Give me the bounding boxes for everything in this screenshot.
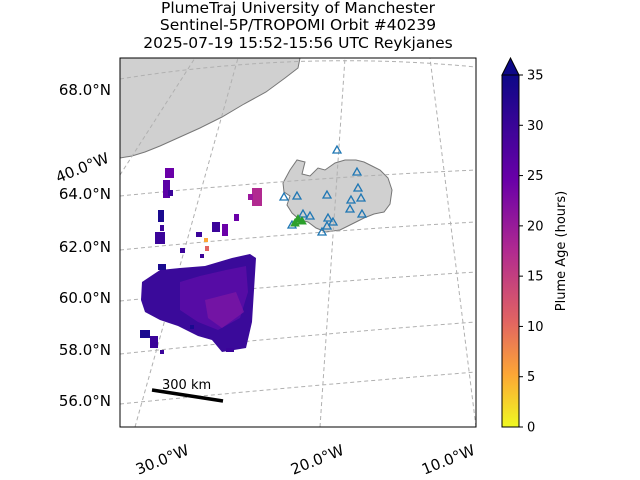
colorbar-tick-label: 35 (527, 69, 544, 84)
volcano-marker (297, 215, 307, 225)
lon-label-40w: 40.0°W (53, 149, 112, 187)
station-marker (321, 220, 333, 230)
scale-bar-label: 300 km (162, 378, 211, 393)
lat-label-68: 68.0°N (59, 81, 111, 99)
station-marker (356, 208, 368, 218)
title-line-1: PlumeTraj University of Manchester (160, 0, 436, 17)
title-line-2: Sentinel-5P/TROPOMI Orbit #40239 (159, 16, 437, 34)
station-marker (327, 216, 339, 226)
map-border (119, 57, 477, 428)
lat-label-62: 62.0°N (59, 238, 111, 256)
station-marker (351, 166, 363, 176)
station-marker (331, 144, 343, 154)
lat-label-64: 64.0°N (59, 185, 111, 203)
station-marker (304, 210, 316, 220)
lon-label-20w: 20.0°W (288, 441, 347, 479)
colorbar-tick-label: 5 (527, 370, 535, 385)
station-marker (291, 190, 303, 200)
monitoring-stations (278, 144, 368, 236)
colorbar-tick-label: 15 (527, 270, 544, 285)
colorbar-tick-label: 0 (527, 421, 535, 436)
station-marker (345, 194, 357, 204)
colorbar: 0 5 10 15 20 25 30 35 Plume Age (hours) (501, 56, 569, 436)
latitude-labels: 68.0°N 64.0°N 62.0°N 60.0°N 58.0°N 56.0°… (59, 81, 111, 410)
gridlines (120, 58, 476, 427)
station-marker (352, 182, 364, 192)
colorbar-tick-label: 20 (527, 219, 544, 234)
station-marker (316, 226, 328, 236)
lat-label-56: 56.0°N (59, 392, 111, 410)
station-marker (344, 203, 356, 213)
colorbar-tick-label: 30 (527, 119, 544, 134)
lon-label-10w: 10.0°W (419, 441, 478, 479)
map-panel (120, 58, 476, 427)
colorbar-gradient (501, 74, 520, 428)
volcano-markers (290, 213, 307, 227)
colorbar-ticks: 0 5 10 15 20 25 30 35 (519, 69, 544, 436)
station-marker (355, 192, 367, 202)
colorbar-tick-label: 10 (527, 320, 544, 335)
lat-label-58: 58.0°N (59, 341, 111, 359)
scale-bar (151, 388, 224, 403)
longitude-labels: 30.0°W 20.0°W 10.0°W (133, 441, 478, 479)
plume-pixels (140, 168, 262, 354)
station-marker (278, 191, 290, 201)
lat-label-60: 60.0°N (59, 289, 111, 307)
colorbar-label: Plume Age (hours) (554, 191, 569, 311)
colorbar-extend-arrow (501, 56, 520, 76)
volcano-marker (290, 217, 300, 227)
lon-label-30w: 30.0°W (133, 441, 192, 479)
colorbar-tick-label: 25 (527, 169, 544, 184)
title-line-3: 2025-07-19 15:52-15:56 UTC Reykjanes (143, 34, 453, 52)
station-marker (322, 212, 334, 222)
station-marker (321, 189, 333, 199)
station-marker (297, 208, 309, 218)
greenland-landmass (120, 58, 301, 159)
